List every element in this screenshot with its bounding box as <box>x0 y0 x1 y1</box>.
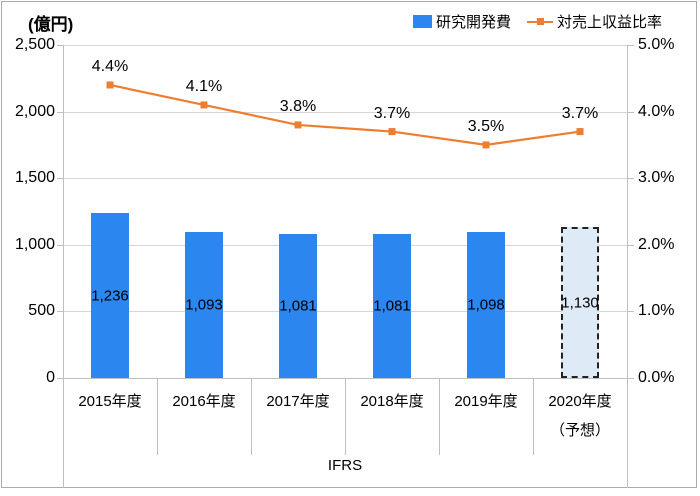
x-axis-category-label: 2018年度 <box>345 382 439 413</box>
right-axis-tick-label: 1.0% <box>638 302 675 320</box>
right-axis-tick <box>628 178 634 180</box>
bar-value-label: 1,236 <box>91 287 129 305</box>
x-axis-group-label: IFRS <box>327 457 363 474</box>
x-axis-line <box>63 378 628 379</box>
left-axis-tick-label: 0 <box>46 369 55 386</box>
left-axis-tick <box>57 378 63 379</box>
bar-value-label: 1,081 <box>279 297 317 315</box>
legend-label-bar-series: 研究開発費 <box>435 14 511 31</box>
right-axis-tick-label: 3.0% <box>638 169 675 187</box>
left-axis-tick <box>57 178 63 180</box>
axis-band-right-line <box>627 378 628 488</box>
right-axis-tick-label: 5.0% <box>638 36 675 53</box>
bar <box>373 234 411 378</box>
gridline <box>63 244 627 246</box>
bar-value-label: 1,130 <box>561 294 599 312</box>
left-axis-tick <box>57 45 63 46</box>
line-series-swatch-icon <box>526 17 553 26</box>
bar <box>279 234 317 378</box>
category-year: 2017年度 <box>266 393 330 410</box>
line-point-label: 3.7% <box>373 104 411 122</box>
right-axis-tick <box>628 45 634 46</box>
bar <box>185 232 223 378</box>
category-year: 2015年度 <box>78 393 142 410</box>
left-axis-tick-label: 1,000 <box>14 235 55 253</box>
right-axis-tick <box>628 111 634 113</box>
left-axis-title: (億円) <box>28 15 74 34</box>
left-axis-tick-label: 2,500 <box>14 36 55 53</box>
category-separator <box>533 379 534 455</box>
x-axis-category-label: 2016年度 <box>157 382 251 413</box>
category-year: 2018年度 <box>360 393 424 410</box>
legend: 研究開発費 対売上収益比率 <box>412 11 662 32</box>
category-separator <box>439 379 440 455</box>
right-axis-tick-label: 0.0% <box>638 369 675 386</box>
gridline <box>63 45 627 46</box>
left-axis-tick-label: 2,000 <box>14 102 55 120</box>
right-axis-tick <box>628 244 634 246</box>
category-sublabel: （予想） <box>549 422 610 439</box>
bar-value-label: 1,081 <box>373 297 411 315</box>
category-separator <box>157 379 158 455</box>
right-axis-tick <box>628 378 634 379</box>
axis-band-left-line <box>63 378 64 488</box>
gridline <box>63 311 627 313</box>
right-axis-tick <box>628 311 634 313</box>
legend-item-bar-series: 研究開発費 <box>412 11 511 32</box>
left-axis-tick <box>57 111 63 113</box>
bar-series-swatch-icon <box>412 15 432 28</box>
chart-frame <box>1 1 697 488</box>
line-point-label: 4.4% <box>91 57 129 75</box>
gridline <box>63 178 627 180</box>
x-axis-category-label: 2017年度 <box>251 382 345 413</box>
x-axis-category-label: 2019年度 <box>439 382 533 413</box>
category-year: 2020年度 <box>548 393 612 410</box>
line-point-label: 3.5% <box>467 117 505 135</box>
gridline <box>63 111 627 113</box>
x-axis-category-label: 2020年度 （予想） <box>533 382 627 442</box>
category-year: 2016年度 <box>172 393 236 410</box>
right-axis-line <box>627 45 628 378</box>
category-year: 2019年度 <box>454 393 518 410</box>
line-point-label: 4.1% <box>185 77 223 95</box>
bar-value-label: 1,098 <box>467 296 505 314</box>
bar <box>467 231 505 378</box>
legend-item-line-series: 対売上収益比率 <box>526 11 662 32</box>
right-axis-tick-label: 4.0% <box>638 102 675 120</box>
left-axis-tick-label: 1,500 <box>14 169 55 187</box>
category-separator <box>251 379 252 455</box>
left-axis-tick <box>57 244 63 246</box>
bar-forecast <box>561 227 599 378</box>
line-point-label: 3.8% <box>279 97 317 115</box>
bar <box>91 213 129 378</box>
right-axis-tick-label: 2.0% <box>638 235 675 253</box>
line-swatch-marker-icon <box>536 18 544 25</box>
left-axis-tick <box>57 311 63 313</box>
category-separator <box>345 379 346 455</box>
left-axis-line <box>63 45 64 378</box>
left-axis-tick-label: 500 <box>28 302 55 320</box>
x-axis-category-label: 2015年度 <box>63 382 157 413</box>
legend-label-line-series: 対売上収益比率 <box>556 14 662 31</box>
bar-value-label: 1,093 <box>185 296 223 314</box>
line-point-label: 3.7% <box>561 104 599 122</box>
